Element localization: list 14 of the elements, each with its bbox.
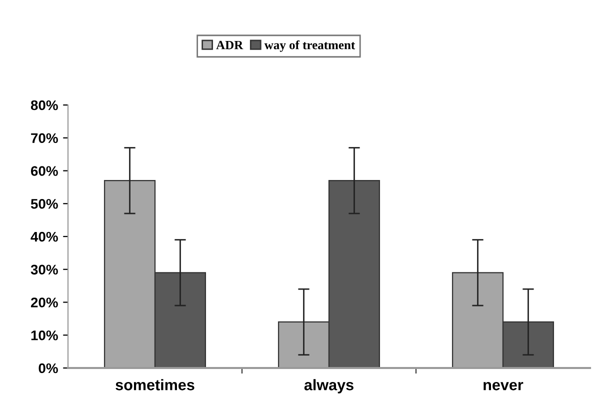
y-tick-label: 30%	[30, 264, 58, 275]
y-tick-label: 10%	[31, 330, 58, 340]
y-tick-label: 80%	[30, 100, 58, 110]
y-tick-label: 50%	[30, 198, 58, 209]
y-tick-label: 0%	[38, 363, 58, 374]
legend-label: way of treatment	[264, 40, 356, 52]
y-tick-label: 20%	[30, 298, 58, 308]
x-tick-label: sometimes	[116, 379, 194, 390]
y-tick-label: 40%	[30, 232, 58, 242]
y-tick-label: 70%	[31, 133, 58, 144]
x-tick-label: never	[484, 382, 524, 390]
legend-label: ADR	[216, 40, 244, 50]
y-tick-label: 60%	[30, 166, 58, 176]
x-tick-label: always	[304, 379, 354, 394]
